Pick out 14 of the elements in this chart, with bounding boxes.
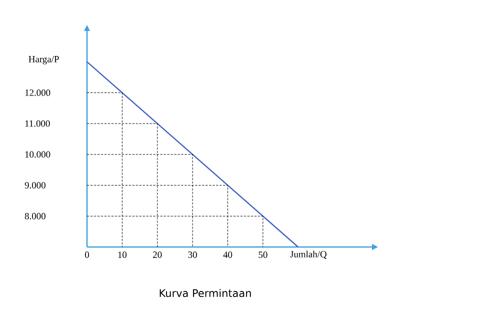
y-tick-label: 9.000 (24, 182, 46, 189)
y-tick-label: 11.000 (25, 120, 50, 127)
y-tick-label: 12.000 (25, 90, 50, 96)
x-tick-label: 20 (153, 252, 162, 258)
x-axis-title: Jumlah/Q (290, 250, 327, 259)
text: Kurva Permintaan (160, 288, 251, 298)
x-tick-label: 40 (223, 252, 232, 258)
x-tick-label: 50 (258, 252, 268, 258)
y-tick-label: 10.000 (25, 151, 50, 158)
y-tick-label: 8.000 (24, 212, 46, 220)
x-tick-label: 10 (118, 252, 127, 258)
y-axis-title: Harga/P (28, 56, 59, 64)
x-tick-label: 0 (84, 252, 90, 258)
x-tick-label: 30 (188, 252, 197, 258)
